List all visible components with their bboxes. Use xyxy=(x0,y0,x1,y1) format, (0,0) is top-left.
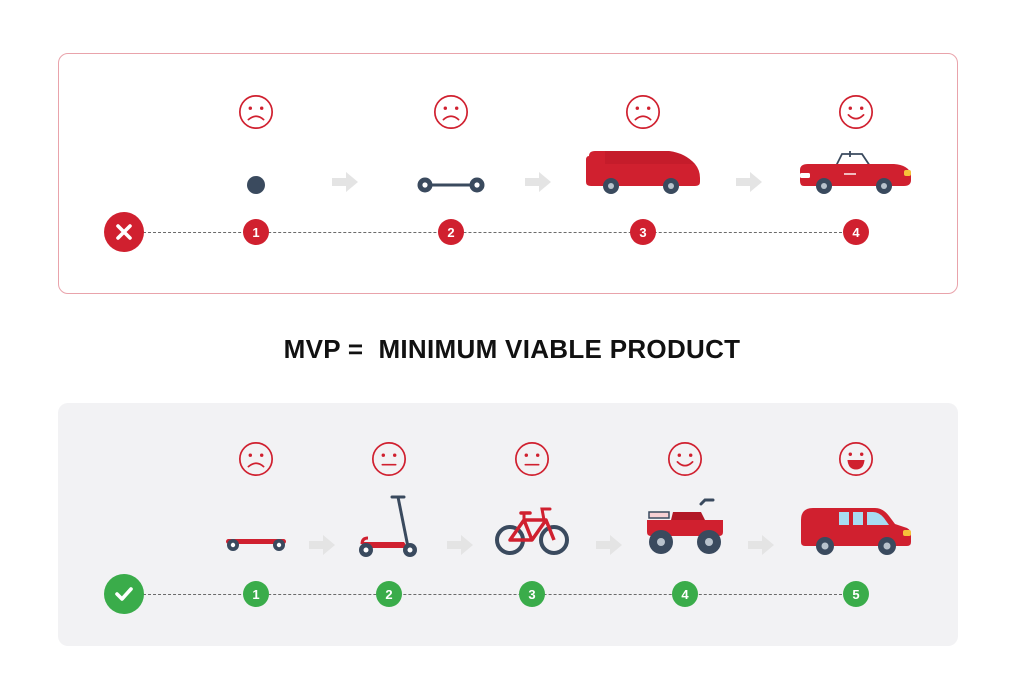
happy-face-icon xyxy=(838,94,874,130)
step-marker: 3 xyxy=(519,581,545,607)
sad-face-icon xyxy=(625,94,661,130)
step-marker: 2 xyxy=(376,581,402,607)
car-body-icon xyxy=(586,151,700,194)
timeline-line xyxy=(143,594,857,595)
checkmark-icon xyxy=(115,587,133,601)
page-title: MVP = MINIMUM VIABLE PRODUCT xyxy=(283,334,741,364)
timeline-line xyxy=(143,232,857,233)
convertible-car-icon xyxy=(800,151,911,194)
step-marker: 1 xyxy=(243,219,269,245)
failure-badge xyxy=(104,212,144,252)
neutral-face-icon xyxy=(371,441,407,477)
step-marker: 1 xyxy=(243,581,269,607)
step-marker: 2 xyxy=(438,219,464,245)
very-happy-face-icon xyxy=(838,441,874,477)
skateboard-icon xyxy=(226,539,286,551)
neutral-face-icon xyxy=(514,441,550,477)
wheel-icon xyxy=(247,176,265,194)
success-badge xyxy=(104,574,144,614)
arrow-right-icon xyxy=(596,535,622,555)
sad-face-icon xyxy=(238,94,274,130)
kick-scooter-icon xyxy=(359,495,417,557)
axle-icon xyxy=(417,177,485,193)
step-marker: 4 xyxy=(843,219,869,245)
arrow-right-icon xyxy=(309,535,335,555)
arrow-right-icon xyxy=(525,172,551,192)
happy-face-icon xyxy=(667,441,703,477)
sad-face-icon xyxy=(433,94,469,130)
step-marker: 5 xyxy=(843,581,869,607)
sad-face-icon xyxy=(238,441,274,477)
car-icon xyxy=(801,508,911,555)
arrow-right-icon xyxy=(736,172,762,192)
step-marker: 4 xyxy=(672,581,698,607)
arrow-right-icon xyxy=(748,535,774,555)
motorcycle-icon xyxy=(647,498,723,554)
arrow-right-icon xyxy=(447,535,473,555)
x-icon xyxy=(116,224,132,240)
arrow-right-icon xyxy=(332,172,358,192)
step-marker: 3 xyxy=(630,219,656,245)
bicycle-icon xyxy=(495,507,569,555)
